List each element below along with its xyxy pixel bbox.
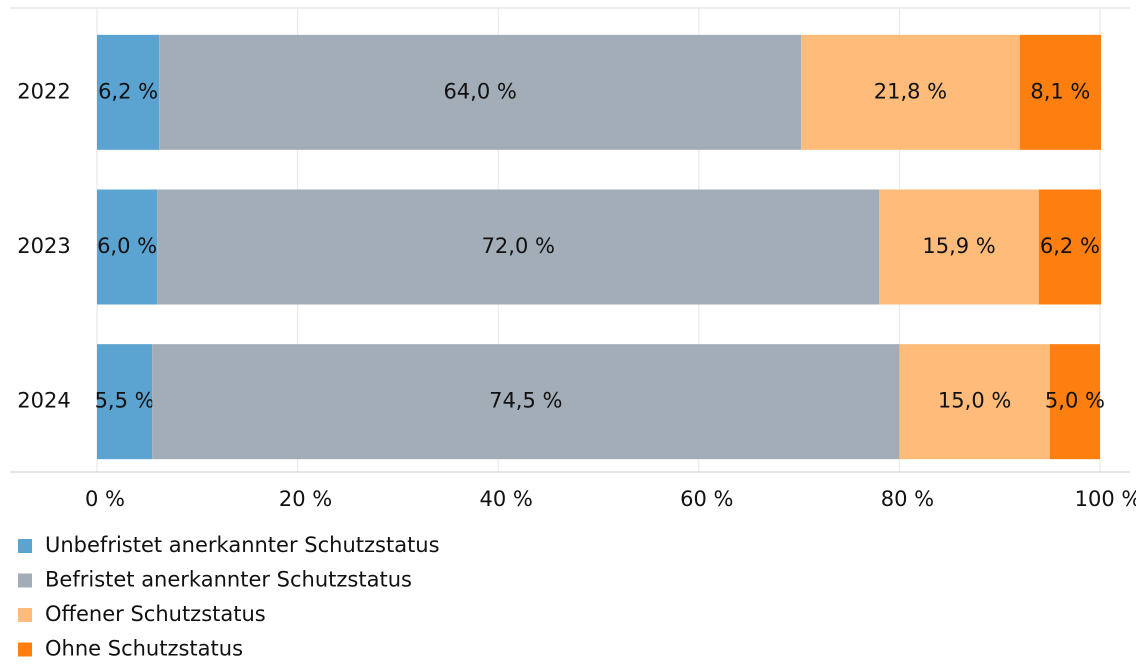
- y-tick-label: 2023: [17, 234, 70, 258]
- value-label: 5,0 %: [1045, 389, 1105, 413]
- legend-label: Unbefristet anerkannter Schutzstatus: [45, 533, 440, 557]
- bar-segment: [97, 189, 158, 305]
- x-tick-label: 60 %: [680, 487, 733, 511]
- x-tick-label: 80 %: [881, 487, 934, 511]
- value-label: 74,5 %: [489, 389, 562, 413]
- value-label: 6,0 %: [97, 234, 157, 258]
- value-label: 15,0 %: [938, 389, 1011, 413]
- bar-segment: [97, 344, 153, 460]
- value-label: 72,0 %: [482, 234, 555, 258]
- value-label: 6,2 %: [98, 79, 158, 103]
- legend-label: Offener Schutzstatus: [45, 602, 266, 626]
- legend-label: Befristet anerkannter Schutzstatus: [45, 568, 412, 592]
- y-tick-label: 2022: [17, 79, 70, 103]
- bar-segment: [879, 189, 1039, 305]
- bar-segment: [97, 34, 160, 150]
- y-tick-label: 2024: [17, 389, 70, 413]
- bar-segment: [899, 344, 1050, 460]
- value-label: 6,2 %: [1040, 234, 1100, 258]
- x-tick-label: 40 %: [480, 487, 533, 511]
- bar-segment: [159, 34, 802, 150]
- value-label: 8,1 %: [1030, 79, 1090, 103]
- legend-label: Ohne Schutzstatus: [45, 637, 243, 661]
- bar-segment: [1049, 344, 1100, 460]
- bar-segment: [157, 189, 880, 305]
- legend-swatch: [18, 539, 32, 553]
- value-label: 15,9 %: [922, 234, 995, 258]
- value-label: 5,5 %: [95, 389, 155, 413]
- bar-segment: [801, 34, 1020, 150]
- legend-swatch: [18, 573, 32, 588]
- bar-segment: [1038, 189, 1102, 305]
- legend-swatch: [18, 608, 32, 622]
- value-label: 64,0 %: [443, 79, 516, 103]
- legend-swatch: [18, 642, 32, 657]
- x-tick-label: 20 %: [279, 487, 332, 511]
- bar-segment: [152, 344, 900, 460]
- x-tick-label: 0 %: [85, 487, 125, 511]
- x-tick-label: 100 %: [1075, 487, 1136, 511]
- bar-segment: [1019, 34, 1102, 150]
- value-label: 21,8 %: [874, 79, 947, 103]
